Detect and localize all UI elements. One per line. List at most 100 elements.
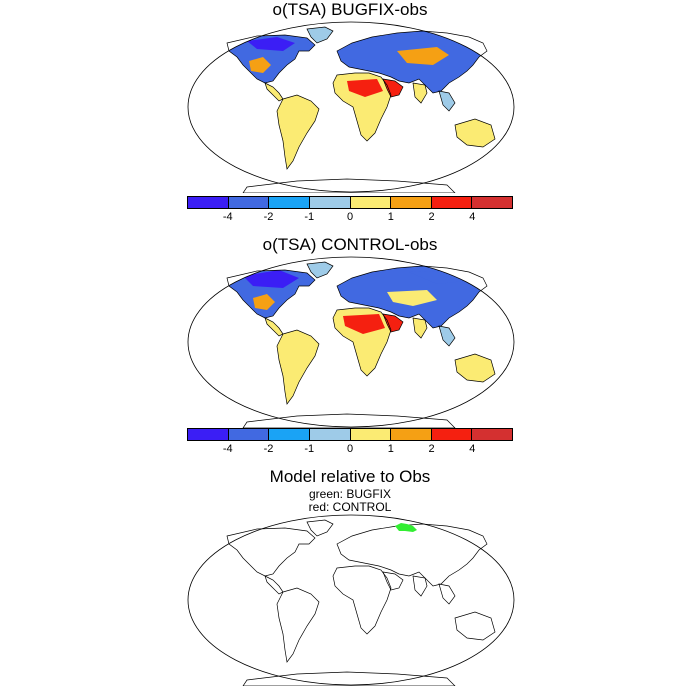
centralAmerica-bias [265, 83, 283, 101]
panel1-title: o(TSA) BUGFIX-obs [272, 0, 428, 19]
panel3-subtitle-control: red: CONTROL [308, 500, 392, 514]
australia-coastline [454, 118, 496, 148]
colorbar-tick-label: 2 [428, 443, 435, 455]
southAmerica-coastline [276, 94, 320, 170]
colorbar-swatch [350, 197, 392, 208]
colorbar-swatch [309, 429, 351, 440]
panel1-coastlines [226, 26, 496, 193]
colorbar-swatch [269, 197, 310, 208]
colorbar-swatch [269, 429, 310, 440]
southAmerica-coastline [276, 587, 320, 663]
colorbar-tick-label: 4 [469, 211, 476, 223]
bias-region [243, 270, 299, 288]
greenland-coastline [306, 519, 334, 537]
africa-coastline [332, 72, 392, 142]
colorbar-tick-label: -2 [263, 443, 274, 455]
india-coastline [412, 82, 428, 104]
colorbar-swatch [228, 429, 270, 440]
panel3-coastlines [226, 519, 496, 686]
panel2-title: o(TSA) CONTROL-obs [262, 235, 438, 254]
southAmerica-bias [277, 330, 319, 404]
panel2-map [187, 256, 515, 428]
centralAmerica-bias [265, 318, 283, 336]
panel3-subtitle-bugfix: green: BUGFIX [308, 487, 392, 501]
australia-coastline [454, 611, 496, 641]
bias-region [347, 79, 383, 97]
colorbar-swatch [309, 197, 351, 208]
antarctica-coastline [242, 671, 456, 686]
panel2-colorbar-labels: -4 -2 -1 0 1 2 4 [187, 443, 513, 457]
seAsia-bias [439, 91, 455, 111]
panel2-land-fill [227, 262, 495, 404]
colorbar-swatch [431, 197, 473, 208]
panel3-map-border [187, 514, 515, 686]
greenland-coastline [306, 26, 334, 44]
colorbar-swatch [431, 429, 473, 440]
centralAmerica-coastline [264, 575, 284, 595]
panel1-colorbar-labels: -4 -2 -1 0 1 2 4 [187, 211, 513, 225]
eurasia-coastline [336, 265, 488, 329]
colorbar-swatch [391, 197, 432, 208]
australia-coastline [454, 353, 496, 383]
panel1-land-fill [227, 27, 495, 169]
colorbar-swatch [188, 197, 229, 208]
panel3-title: Model relative to Obs [269, 467, 431, 486]
bias-region [387, 290, 437, 306]
colorbar-tick-label: 2 [428, 211, 435, 223]
seAsia-bias [439, 326, 455, 346]
bias-region [253, 294, 275, 310]
eurasia-coastline [336, 30, 488, 94]
panel2-map-border [187, 256, 515, 428]
india-coastline [412, 575, 428, 597]
bias-region [297, 111, 311, 131]
bias-region [249, 57, 271, 73]
centralAmerica-coastline [264, 82, 284, 102]
colorbar-tick-label: 0 [346, 211, 354, 223]
panel3-map [187, 514, 515, 686]
seAsia-coastline [438, 325, 456, 347]
india-bias [413, 83, 427, 103]
colorbar-swatch [391, 429, 432, 440]
colorbar-tick-label: -4 [222, 443, 233, 455]
colorbar-tick-label: -2 [263, 211, 274, 223]
panel1-colorbar [187, 196, 513, 209]
centralAmerica-coastline [264, 317, 284, 337]
panel1-map [187, 21, 515, 193]
eurasia-coastline [336, 523, 488, 587]
panel2-colorbar [187, 428, 513, 441]
colorbar-tick-label: -1 [304, 211, 315, 223]
india-bias [413, 318, 427, 338]
seAsia-coastline [438, 90, 456, 112]
arabia-coastline [382, 313, 404, 333]
colorbar-tick-label: 1 [387, 211, 394, 223]
africa-coastline [332, 565, 392, 635]
colorbar-tick-label: -1 [304, 443, 315, 455]
colorbar-swatch [472, 429, 512, 440]
panel3-bugfix-region [395, 523, 417, 532]
bias-region [343, 314, 385, 334]
antarctica-coastline [242, 413, 456, 428]
seAsia-coastline [438, 583, 456, 605]
india-coastline [412, 317, 428, 339]
bias-region [397, 47, 449, 65]
antarctica-coastline [242, 178, 456, 193]
colorbar-tick-label: 4 [469, 443, 476, 455]
northAmerica-coastline [226, 269, 316, 319]
colorbar-swatch [472, 197, 512, 208]
colorbar-tick-label: 0 [346, 443, 354, 455]
northAmerica-coastline [226, 34, 316, 84]
bias-region [459, 360, 487, 376]
africa-coastline [332, 307, 392, 377]
southAmerica-coastline [276, 329, 320, 405]
bias-region [247, 37, 295, 51]
arabia-coastline [382, 571, 404, 591]
australia-bias [455, 119, 495, 147]
colorbar-swatch [188, 429, 229, 440]
northAmerica-coastline [226, 527, 316, 577]
colorbar-tick-label: 1 [387, 443, 394, 455]
greenland-coastline [306, 261, 334, 279]
colorbar-swatch [228, 197, 270, 208]
colorbar-swatch [350, 429, 392, 440]
southAmerica-bias [277, 95, 319, 169]
colorbar-tick-label: -4 [222, 211, 233, 223]
